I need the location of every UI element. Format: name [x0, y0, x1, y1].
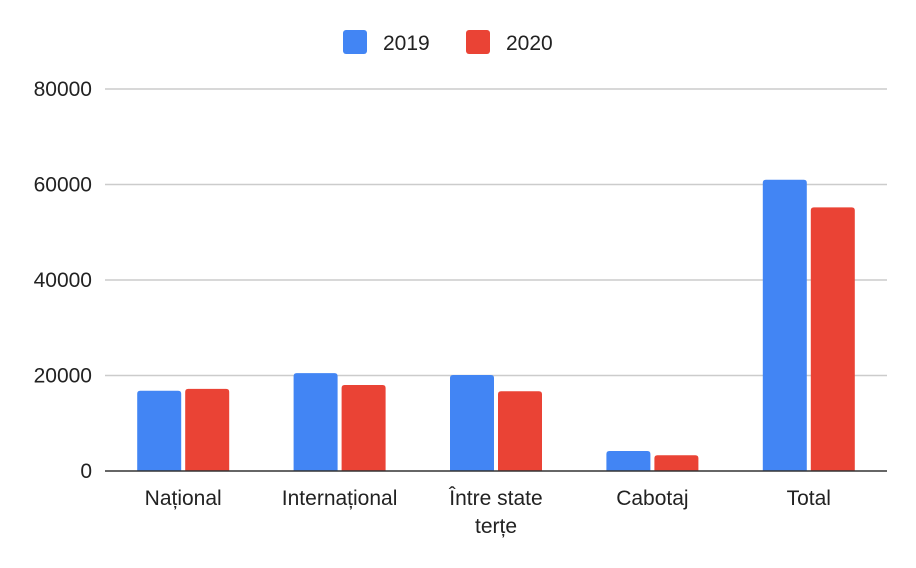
legend-label-2020: 2020	[506, 32, 553, 55]
bar-2020-4	[810, 207, 855, 472]
x-tick-label: Total	[787, 487, 831, 510]
bar-2020-2	[498, 391, 542, 471]
y-tick-label: 60000	[34, 174, 92, 197]
bars	[137, 179, 855, 472]
legend-swatch-2020	[466, 30, 490, 54]
bar-2019-0	[137, 390, 182, 471]
x-axis-labels: Național Internațional Între state terțe Cab…	[145, 487, 831, 538]
x-tick-label: Cabotaj	[616, 487, 688, 510]
bar-2020-1	[341, 385, 386, 471]
bar-2020-0	[185, 388, 230, 471]
y-tick-label: 80000	[34, 78, 92, 101]
legend-swatch-2019	[343, 30, 367, 54]
x-tick-label: Național	[145, 487, 222, 510]
y-axis-ticks: 0 20000 40000 60000 80000	[34, 78, 92, 483]
bar-2019-4	[762, 179, 807, 471]
bar-2019-3	[606, 450, 651, 471]
y-tick-label: 20000	[34, 365, 92, 388]
gridlines	[105, 88, 887, 377]
bar-2019-1	[293, 373, 338, 471]
bar-2019-2	[450, 375, 494, 471]
x-tick-label: terțe	[475, 515, 517, 538]
x-tick-label: Internațional	[282, 487, 398, 510]
legend: 2019 2020	[343, 30, 553, 55]
x-tick-label: Între state	[448, 487, 542, 510]
y-tick-label: 0	[80, 460, 92, 483]
bar-2020-3	[654, 455, 699, 471]
legend-label-2019: 2019	[383, 32, 430, 55]
y-tick-label: 40000	[34, 269, 92, 292]
